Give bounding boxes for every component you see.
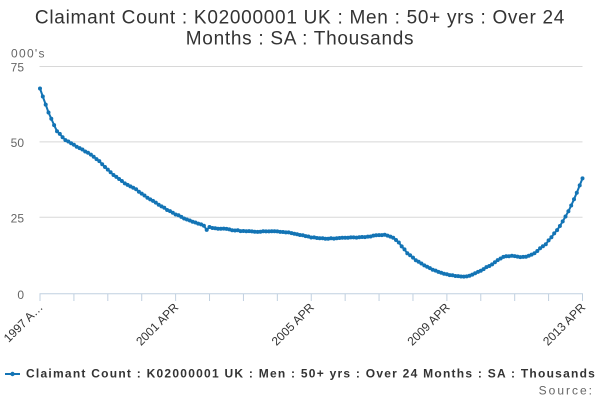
svg-text:Months : SA : Thousands: Months : SA : Thousands (186, 29, 415, 50)
svg-text:75: 75 (11, 61, 25, 75)
svg-text:Claimant Count : K02000001 UK: Claimant Count : K02000001 UK : Men : 50… (26, 367, 596, 381)
svg-text:000's: 000's (11, 47, 46, 61)
svg-text:50: 50 (11, 136, 25, 150)
svg-text:Source:: Source: (539, 384, 594, 398)
svg-text:Claimant Count : K02000001 UK: Claimant Count : K02000001 UK : Men : 50… (35, 8, 565, 29)
svg-text:0: 0 (17, 288, 24, 302)
svg-text:25: 25 (11, 211, 25, 225)
